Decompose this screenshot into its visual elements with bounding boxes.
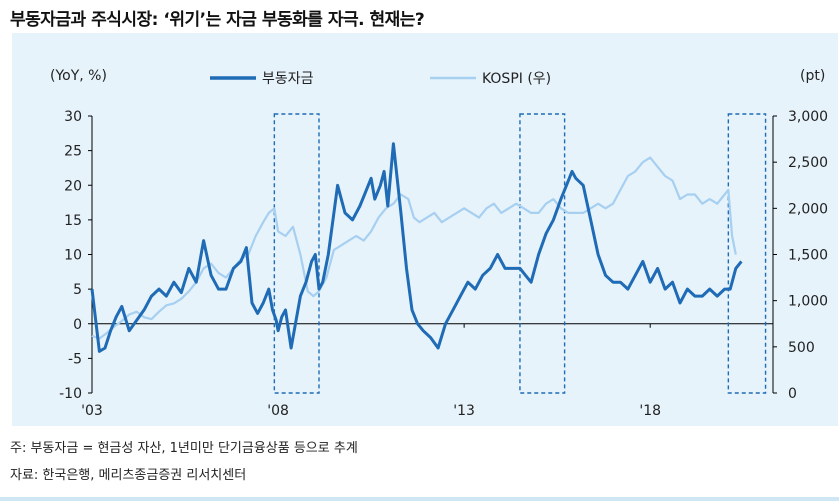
- chart: 30 25 20 15 10 5 0 -5 -10 3,000 2,500 2,000 1,500 1,0…: [50, 68, 828, 419]
- right-axis-unit: (pt): [800, 68, 825, 84]
- labels-layer: 30 25 20 15 10 5 0 -5 -10 3,000 2,500 2,000 1,500 1,0…: [50, 68, 828, 419]
- crisis-period-box: [519, 113, 566, 394]
- right-tick-label: 0: [788, 386, 797, 402]
- right-tick-label: 2,000: [788, 201, 828, 217]
- left-axis-unit: (YoY, %): [50, 68, 107, 84]
- axes-layer: [88, 115, 777, 394]
- left-tick-label: 20: [64, 178, 82, 194]
- series-line-kospi: [91, 156, 737, 340]
- series-line-floating-fund: [90, 142, 743, 353]
- series-layer: [90, 142, 743, 353]
- right-tick-label: 1,500: [788, 248, 828, 264]
- left-tick-label: 15: [64, 213, 82, 229]
- footnote: 주: 부동자금 = 현금성 자산, 1년미만 단기금융상품 등으로 추계: [10, 441, 358, 456]
- left-tick-label: -5: [68, 351, 82, 367]
- x-tick-label: '18: [639, 403, 661, 419]
- right-tick-label: 3,000: [788, 109, 828, 125]
- right-tick-label: 2,500: [788, 155, 828, 171]
- highlight-boxes: [273, 113, 767, 394]
- legend-label-kospi: KOSPI (우): [482, 71, 551, 87]
- left-tick-label: 5: [73, 282, 82, 298]
- chart-panel: [12, 33, 838, 426]
- bottom-rule: [0, 497, 839, 501]
- crisis-period-box: [727, 113, 767, 394]
- x-tick-label: '08: [267, 403, 289, 419]
- right-tick-label: 500: [788, 340, 815, 356]
- crisis-period-box: [273, 113, 320, 394]
- right-tick-label: 1,000: [788, 294, 828, 310]
- left-tick-label: 0: [73, 317, 82, 333]
- x-tick-label: '03: [81, 403, 103, 419]
- left-tick-label: 25: [64, 144, 82, 160]
- source-note: 자료: 한국은행, 메리츠종금증권 리서치센터: [10, 468, 247, 483]
- x-tick-label: '13: [453, 403, 475, 419]
- chart-title: 부동자금과 주식시장: ‘위기’는 자금 부동화를 자극. 현재는?: [10, 10, 425, 30]
- legend-label-floating-fund: 부동자금: [262, 71, 314, 87]
- left-tick-label: -10: [59, 386, 82, 402]
- left-tick-label: 10: [64, 248, 82, 264]
- left-tick-label: 30: [64, 109, 82, 125]
